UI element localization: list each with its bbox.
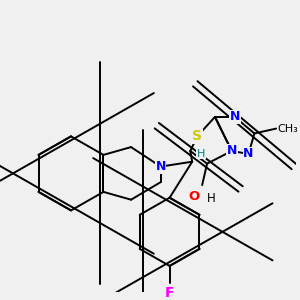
Text: F: F	[165, 286, 174, 300]
Text: N: N	[243, 147, 254, 161]
Text: H: H	[207, 192, 215, 205]
Text: CH₃: CH₃	[278, 124, 298, 134]
Text: N: N	[230, 110, 240, 123]
Text: N: N	[155, 160, 166, 173]
Text: N: N	[226, 145, 237, 158]
Text: S: S	[192, 129, 202, 143]
Text: H: H	[197, 149, 205, 159]
Text: O: O	[189, 190, 200, 203]
